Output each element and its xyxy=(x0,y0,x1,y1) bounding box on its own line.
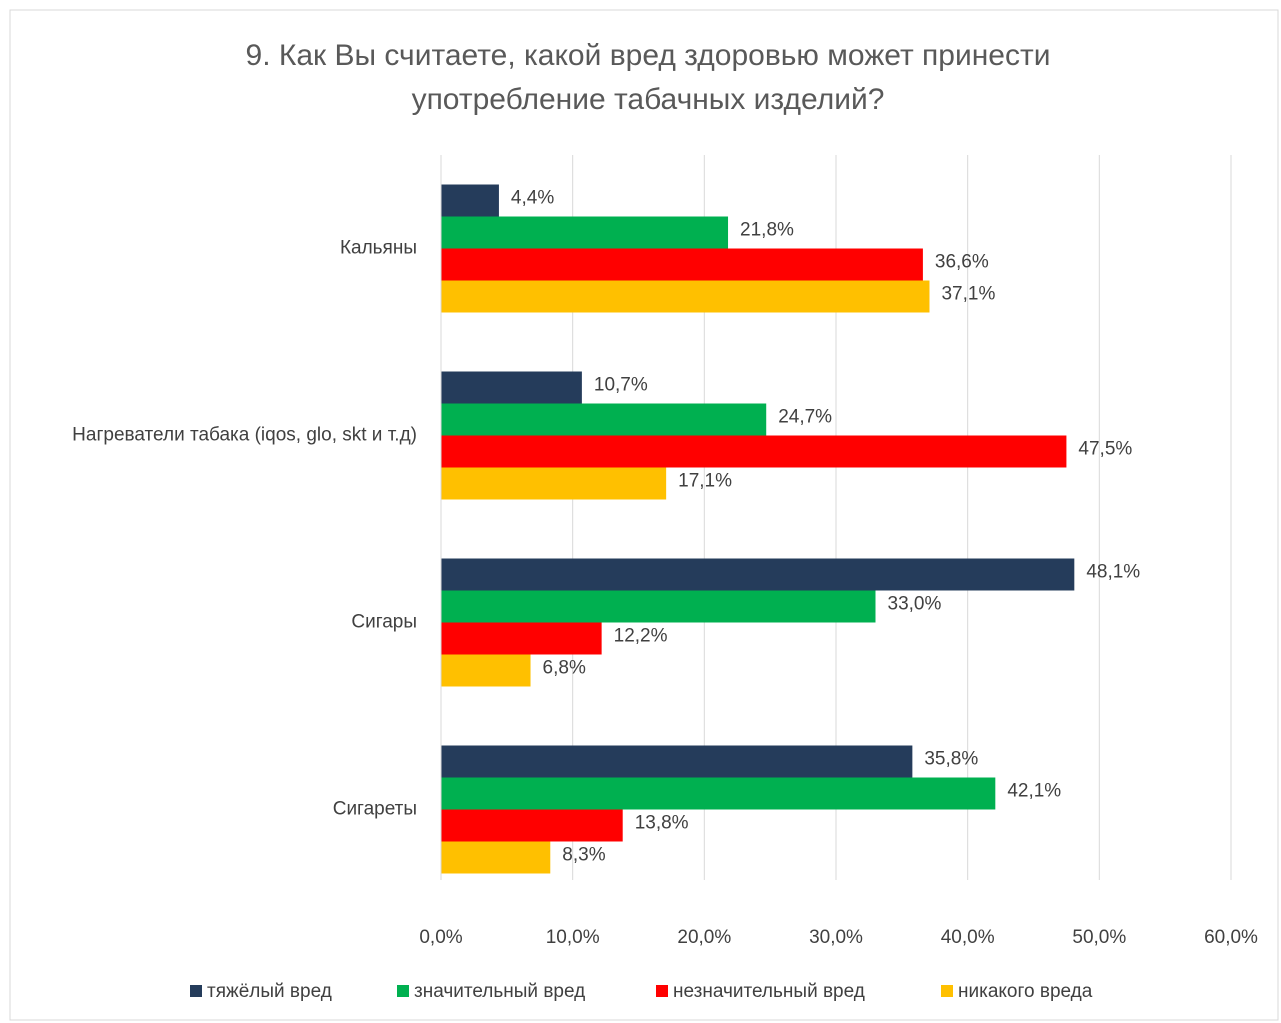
data-label: 48,1% xyxy=(1086,562,1140,583)
chart-title: 9. Как Вы считаете, какой вред здоровью … xyxy=(246,39,1051,72)
data-label: 8,3% xyxy=(562,845,605,866)
bar xyxy=(441,590,876,623)
x-tick-label: 20,0% xyxy=(677,927,731,948)
bar xyxy=(441,280,930,313)
y-tick-label: Нагреватели табака (iqos, glo, skt и т.д… xyxy=(72,425,417,446)
legend-label: тяжёлый вред xyxy=(207,981,332,1002)
legend-label: значительный вред xyxy=(414,981,585,1002)
y-tick-label: Кальяны xyxy=(340,238,417,259)
y-tick-label: Сигареты xyxy=(333,799,417,820)
data-label: 13,8% xyxy=(635,813,689,834)
bar xyxy=(441,558,1075,591)
bar xyxy=(441,248,923,281)
bar xyxy=(441,809,623,842)
bar xyxy=(441,622,602,655)
data-label: 24,7% xyxy=(778,407,832,428)
data-label: 21,8% xyxy=(740,220,794,241)
legend-label: незначительный вред xyxy=(673,981,865,1002)
data-label: 37,1% xyxy=(941,284,995,305)
bar xyxy=(441,777,996,810)
legend-swatch xyxy=(941,985,953,997)
bar xyxy=(441,403,767,436)
x-tick-label: 10,0% xyxy=(546,927,600,948)
legend-swatch xyxy=(656,985,668,997)
chart-frame xyxy=(9,9,1279,1021)
bar xyxy=(441,654,531,687)
data-label: 36,6% xyxy=(935,252,989,273)
data-label: 47,5% xyxy=(1078,439,1132,460)
data-label: 12,2% xyxy=(614,626,668,647)
bar xyxy=(441,745,913,778)
bar xyxy=(441,216,729,249)
legend-swatch xyxy=(190,985,202,997)
data-label: 6,8% xyxy=(543,658,586,679)
data-label: 17,1% xyxy=(678,471,732,492)
chart-title: употребление табачных изделий? xyxy=(412,83,885,116)
x-tick-label: 40,0% xyxy=(941,927,995,948)
bar xyxy=(441,184,499,217)
data-label: 33,0% xyxy=(888,594,942,615)
data-label: 42,1% xyxy=(1007,781,1061,802)
bar xyxy=(441,435,1067,468)
y-tick-label: Сигары xyxy=(351,612,417,633)
bar xyxy=(441,841,551,874)
legend-swatch xyxy=(397,985,409,997)
data-label: 4,4% xyxy=(511,188,554,209)
data-label: 10,7% xyxy=(594,375,648,396)
legend-label: никакого вреда xyxy=(958,981,1093,1002)
data-label: 35,8% xyxy=(924,749,978,770)
bar xyxy=(441,371,582,404)
x-tick-label: 60,0% xyxy=(1204,927,1258,948)
x-tick-label: 50,0% xyxy=(1072,927,1126,948)
x-tick-label: 30,0% xyxy=(809,927,863,948)
bar xyxy=(441,467,667,500)
x-tick-label: 0,0% xyxy=(419,927,462,948)
